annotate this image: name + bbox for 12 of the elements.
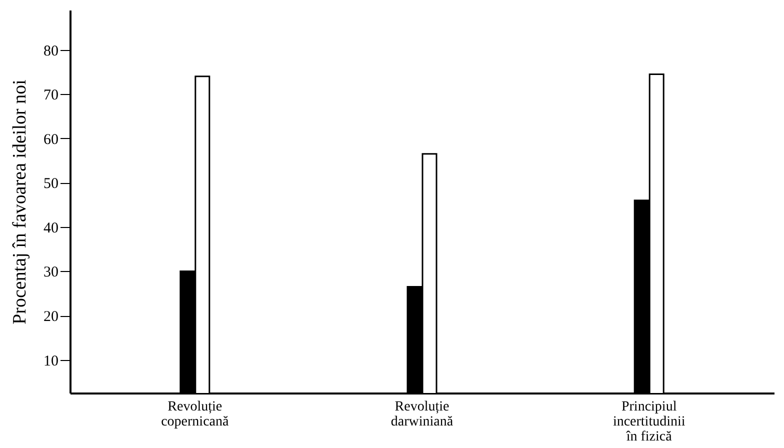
y-tick-label: 40	[44, 220, 58, 236]
y-tick-label: 60	[44, 132, 58, 148]
y-tick-label: 80	[44, 43, 58, 60]
y-tick-label: 10	[44, 353, 58, 370]
y-tick-label: 20	[44, 309, 58, 326]
y-tick-label: 70	[44, 88, 58, 104]
y-axis-title: Procentaj în favoarea ideilor noi	[10, 80, 30, 324]
x-tick-label: Principiul incertitudinii în fizică	[612, 400, 686, 444]
x-tick-label: Revoluție copernicană	[161, 400, 230, 430]
y-tick-label: 30	[44, 264, 58, 281]
y-tick-label: 50	[44, 176, 58, 192]
x-tick-label: Revoluție darwiniană	[390, 400, 454, 430]
